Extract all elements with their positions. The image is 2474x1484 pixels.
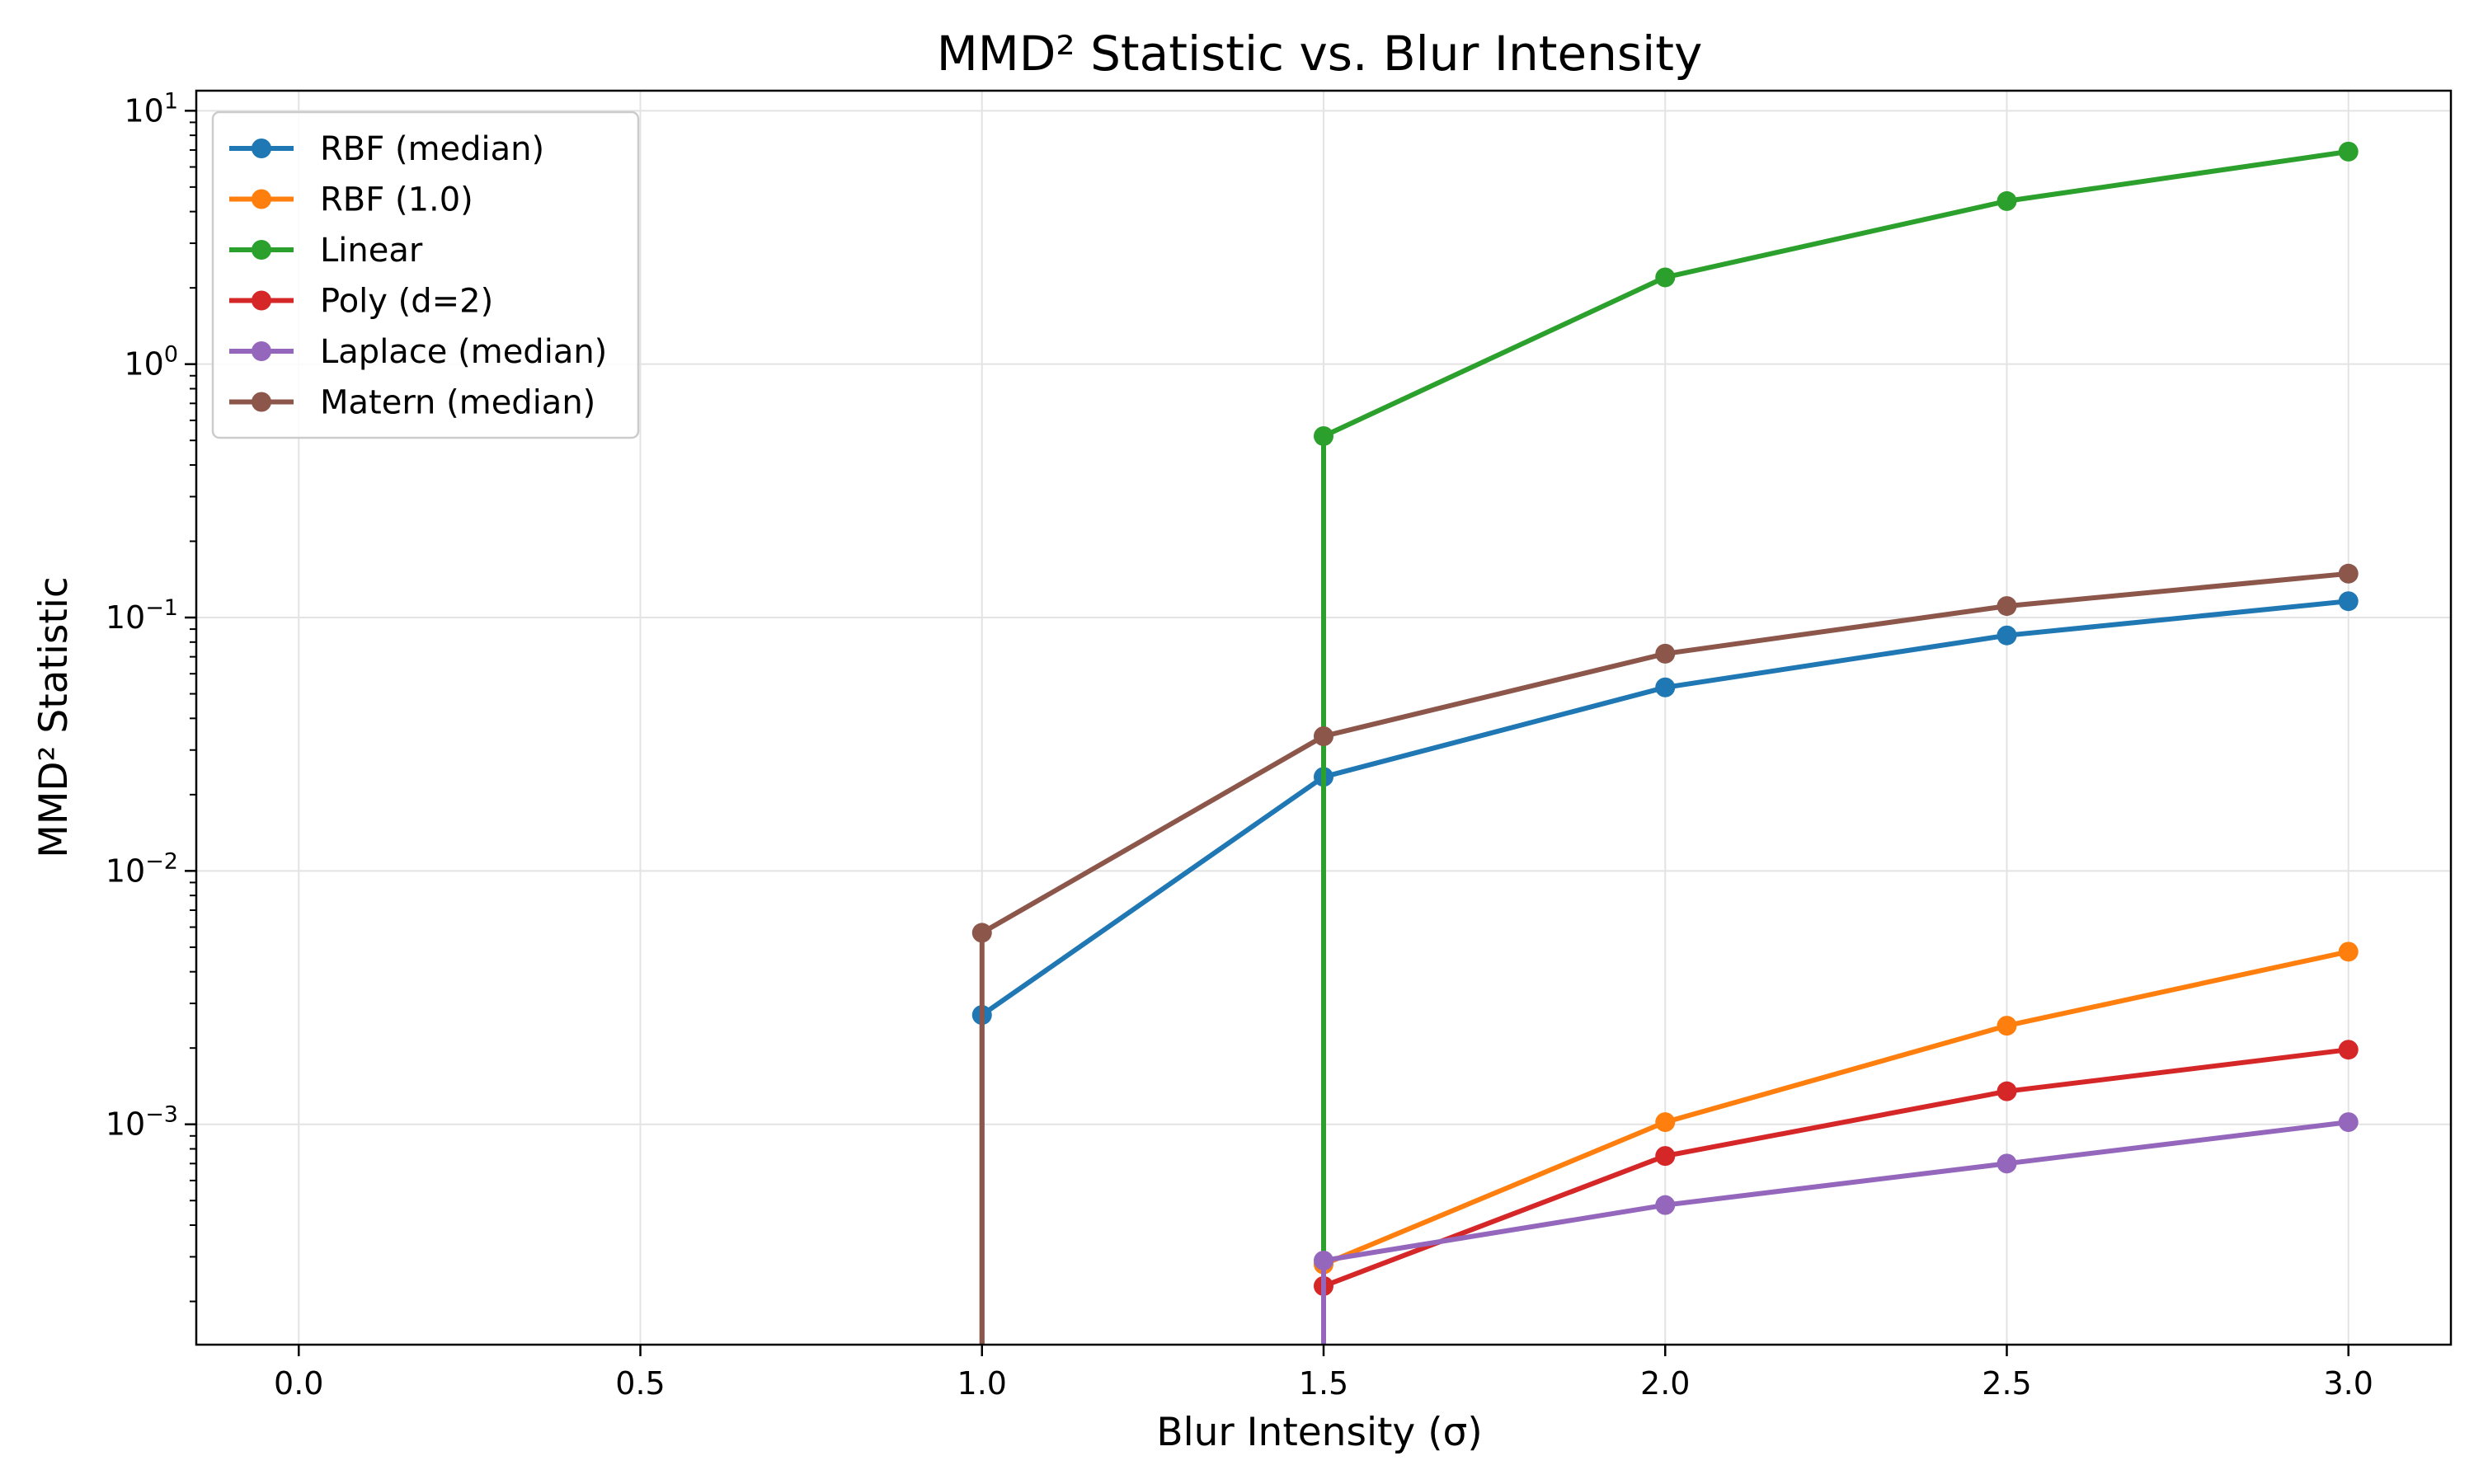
data-point-laplace-median <box>2338 1112 2359 1133</box>
data-point-rbf-1-0 <box>2338 942 2359 962</box>
y-tick-label: 10−1 <box>106 595 178 636</box>
data-point-laplace-median <box>1655 1195 1676 1215</box>
data-point-laplace-median <box>1997 1153 2017 1174</box>
data-point-laplace-median <box>1314 1250 1333 1270</box>
x-tick-label: 3.0 <box>2324 1365 2373 1402</box>
legend-marker-linear <box>252 240 271 260</box>
legend-label-matern-median: Matern (median) <box>320 384 595 422</box>
series-layer <box>971 141 2359 1345</box>
data-point-matern-median <box>2338 563 2359 584</box>
legend-marker-rbf-median <box>252 139 271 158</box>
data-point-linear <box>1314 425 1333 446</box>
x-tick-label: 0.0 <box>274 1365 323 1402</box>
data-point-matern-median <box>1655 643 1676 664</box>
y-axis-label: MMD² Statistic <box>31 576 77 857</box>
data-point-linear <box>2338 141 2359 162</box>
legend-marker-laplace-median <box>252 341 271 361</box>
data-point-matern-median <box>1997 596 2017 617</box>
legend-marker-rbf-1-0 <box>252 189 271 209</box>
data-point-rbf-median <box>1655 677 1676 697</box>
data-point-matern-median <box>1314 726 1333 747</box>
x-tick-label: 1.5 <box>1299 1365 1348 1402</box>
x-tick-label: 2.5 <box>1982 1365 2031 1402</box>
x-tick-label: 1.0 <box>957 1365 1007 1402</box>
legend-label-poly-d-2: Poly (d=2) <box>320 283 493 321</box>
series-line-matern-median <box>979 571 2349 1345</box>
series-linear <box>1314 141 2359 1345</box>
y-tick-label: 101 <box>124 88 178 129</box>
y-tick-label: 10−2 <box>106 848 178 889</box>
data-point-poly-d-2 <box>1997 1081 2017 1101</box>
y-tick-label: 10−3 <box>106 1102 178 1143</box>
data-point-linear <box>1655 267 1676 288</box>
chart-title: MMD² Statistic vs. Blur Intensity <box>937 26 1703 82</box>
series-matern-median <box>971 563 2359 1345</box>
legend-label-laplace-median: Laplace (median) <box>320 333 607 371</box>
legend-marker-matern-median <box>252 392 271 412</box>
legend: RBF (median) RBF (1.0) Linear Poly (d=2) Lap… <box>211 110 640 439</box>
data-point-rbf-1-0 <box>1655 1112 1676 1133</box>
legend-label-linear: Linear <box>320 232 423 270</box>
data-point-matern-median <box>971 923 992 943</box>
data-point-rbf-median <box>2338 591 2359 612</box>
data-point-rbf-1-0 <box>1997 1016 2017 1036</box>
axes-layer: 0.0 0.5 1.0 1.5 2.0 2.5 3.0 10−3 10−2 10−1 100 101 <box>106 88 2453 1402</box>
y-tick-label: 100 <box>124 342 178 383</box>
x-axis-label: Blur Intensity (σ) <box>1156 1410 1482 1455</box>
data-point-poly-d-2 <box>2338 1040 2359 1060</box>
data-point-rbf-median <box>1997 625 2017 646</box>
legend-marker-poly-d-2 <box>252 290 271 311</box>
data-point-poly-d-2 <box>1655 1146 1676 1167</box>
data-point-linear <box>1997 190 2017 211</box>
x-tick-label: 0.5 <box>615 1365 665 1402</box>
legend-box <box>211 110 640 439</box>
x-tick-label: 2.0 <box>1640 1365 1690 1402</box>
legend-label-rbf-1-0: RBF (1.0) <box>320 181 473 219</box>
series-laplace-median <box>1314 1112 2359 1345</box>
legend-label-rbf-median: RBF (median) <box>320 130 544 168</box>
plot-series-group <box>971 141 2359 1345</box>
